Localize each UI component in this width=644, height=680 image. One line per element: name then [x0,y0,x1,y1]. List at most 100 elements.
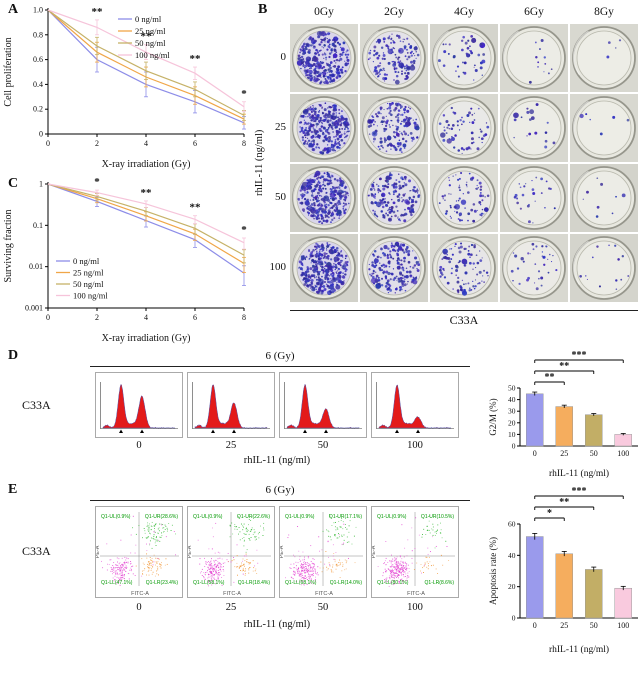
cell-cycle-histograms [95,372,459,438]
flow-labels-d: 0 25 50 100 [95,440,459,451]
colony-dish-100ngml-8Gy [570,234,638,302]
svg-text:0.8: 0.8 [33,30,43,39]
svg-text:0.4: 0.4 [33,80,43,89]
dose-header-e: 6 (Gy) [265,484,295,496]
colony-assay-grid [290,24,638,302]
panel-d: D 6 (Gy) C33A 0 25 50 100 rhIL-11 (ng/ml… [0,348,644,480]
colony-dish-25ngml-0Gy [290,94,358,162]
colony-dish-25ngml-2Gy [360,94,428,162]
dose-header-2gy: 2Gy [384,6,404,18]
colony-dish-0ngml-0Gy [290,24,358,92]
svg-text:0: 0 [46,139,50,148]
svg-text:4: 4 [144,139,148,148]
flow-label-d-50: 50 [317,440,329,451]
cell-cycle-histogram-100ngml [371,372,459,438]
svg-text:30: 30 [508,407,516,416]
cell-cycle-histogram-50ngml [279,372,367,438]
dose-header-0gy: 0Gy [314,6,334,18]
svg-text:50: 50 [590,449,598,458]
flow-label-d-0: 0 [136,440,142,451]
dose-header-6gy: 6Gy [524,6,544,18]
svg-text:50 ng/ml: 50 ng/ml [73,279,104,289]
flow-label-e-0: 0 [136,602,142,613]
colony-dish-50ngml-8Gy [570,164,638,232]
svg-text:25: 25 [560,621,568,630]
row-header-0: 0 [280,51,287,63]
svg-text:50: 50 [590,621,598,630]
cell-cycle-histogram-0ngml [95,372,183,438]
svg-text:40: 40 [508,395,516,404]
rhil11-axis-label: rhIL-11 (ng/ml) [254,129,265,197]
dose-header-8gy: 8Gy [594,6,614,18]
svg-text:**: ** [141,31,153,43]
svg-text:60: 60 [508,520,516,529]
svg-text:25 ng/ml: 25 ng/ml [135,26,166,36]
colony-dish-50ngml-2Gy [360,164,428,232]
svg-text:8: 8 [242,139,246,148]
panel-b-label: B [258,2,268,17]
flow-label-d-100: 100 [407,440,423,451]
flow-labels-e: 0 25 50 100 [95,602,459,613]
svg-text:**: ** [190,53,202,65]
svg-text:100: 100 [617,621,629,630]
svg-text:8: 8 [242,313,246,322]
svg-text:Surviving fraction: Surviving fraction [3,209,14,282]
cell-line-label-d: C33A [22,398,51,412]
header-rule-e [90,500,470,501]
colony-dish-50ngml-6Gy [500,164,568,232]
svg-text:2: 2 [95,139,99,148]
svg-text:100 ng/ml: 100 ng/ml [73,291,108,301]
svg-text:0 ng/ml: 0 ng/ml [73,256,100,266]
panel-e: E 6 (Gy) C33A 0 25 50 100 rhIL-11 (ng/ml… [0,482,644,680]
svg-text:25: 25 [560,449,568,458]
svg-text:**: ** [559,361,569,372]
row-header-50: 50 [275,191,286,203]
svg-text:**: ** [141,187,153,199]
svg-text:0: 0 [533,449,537,458]
flow-xaxis-label-e: rhIL-11 (ng/ml) [243,619,311,630]
colony-dish-25ngml-4Gy [430,94,498,162]
colony-dish-0ngml-6Gy [500,24,568,92]
panel-d-label: D [8,348,19,363]
apoptosis-bar-chart: 0 20 40 60 0 25 50 100 * ** *** rhIL-11 (ng/ml) Apop… [486,484,644,656]
svg-text:0.01: 0.01 [29,262,43,271]
svg-text:0.6: 0.6 [33,55,43,64]
svg-text:X-ray irradiation (Gy): X-ray irradiation (Gy) [102,333,191,344]
colony-dish-0ngml-8Gy [570,24,638,92]
colony-dish-100ngml-0Gy [290,234,358,302]
svg-text:2: 2 [95,313,99,322]
panel-a-label: A [8,2,19,17]
panel-a: A 0 0.2 0.4 0.6 0.8 1.0 0 2 4 6 8 ** ** ** * X-ray irra… [0,0,254,172]
svg-text:6: 6 [193,139,197,148]
svg-text:0: 0 [512,442,516,451]
colony-dish-0ngml-4Gy [430,24,498,92]
flow-label-d-25: 25 [225,440,237,451]
svg-text:Apoptosis rate (%): Apoptosis rate (%) [488,537,498,605]
row-header-25: 25 [275,121,286,133]
panel-c-label: C [8,176,19,191]
svg-text:**: ** [545,372,555,383]
flow-xaxis-label-d: rhIL-11 (ng/ml) [243,455,311,466]
cell-cycle-histogram-25ngml [187,372,275,438]
colony-dish-100ngml-6Gy [500,234,568,302]
svg-text:*: * [547,508,552,519]
svg-text:50: 50 [508,384,516,393]
apoptosis-scatter-25ngml [187,506,275,598]
cell-line-underline [290,310,638,311]
panel-e-label: E [8,482,18,497]
svg-text:**: ** [92,6,104,18]
svg-text:***: *** [572,350,587,361]
svg-text:0: 0 [512,614,516,623]
svg-text:0: 0 [533,621,537,630]
colony-dish-0ngml-2Gy [360,24,428,92]
svg-text:**: ** [190,202,202,214]
svg-text:0.2: 0.2 [33,105,43,114]
surviving-fraction-line-chart: 1 0.1 0.01 0.001 0 2 4 6 8 * ** ** * X-ray irradiatio… [0,174,254,346]
row-header-100: 100 [269,261,287,273]
svg-text:0: 0 [39,130,43,139]
apoptosis-scatter-plots [95,506,459,598]
colony-dish-100ngml-2Gy [360,234,428,302]
header-rule-d [90,366,470,367]
